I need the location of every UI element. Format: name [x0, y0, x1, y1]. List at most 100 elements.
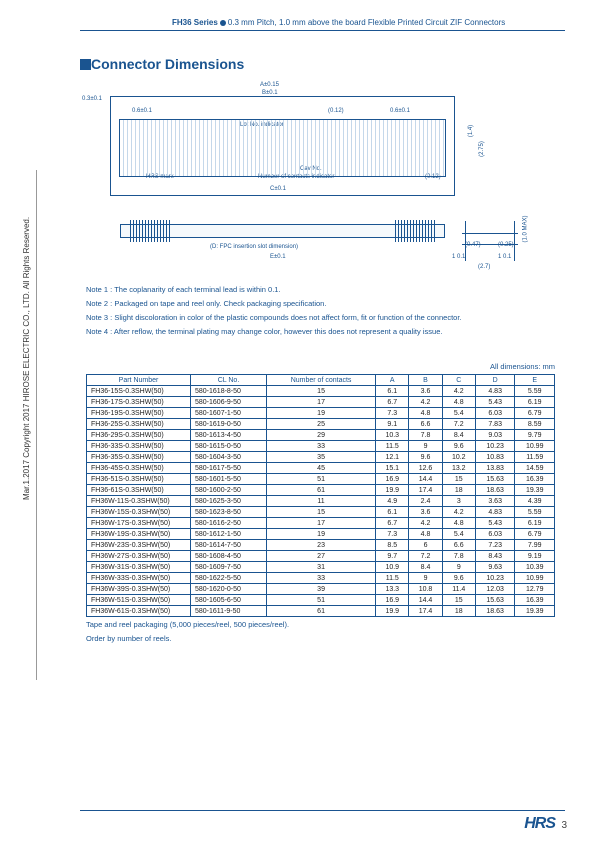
table-cell: 33: [267, 573, 376, 584]
table-header-row: Part NumberCL No.Number of contactsABCDE: [87, 375, 555, 386]
table-cell: 9.6: [409, 452, 442, 463]
table-cell: FH36-35S-0.3SHW(50): [87, 452, 191, 463]
table-cell: 11.4: [442, 584, 475, 595]
table-cell: 3.6: [409, 507, 442, 518]
table-cell: 51: [267, 595, 376, 606]
col-header: D: [475, 375, 515, 386]
table-cell: 9: [442, 562, 475, 573]
dim-03: 0.3±0.1: [82, 96, 102, 102]
table-cell: FH36W-33S-0.3SHW(50): [87, 573, 191, 584]
col-header: Number of contacts: [267, 375, 376, 386]
table-cell: 25: [267, 419, 376, 430]
table-cell: 6.7: [376, 518, 409, 529]
table-cell: 9.1: [376, 419, 409, 430]
table-cell: 33: [267, 441, 376, 452]
table-cell: 39: [267, 584, 376, 595]
table-cell: 9: [409, 573, 442, 584]
table-cell: 17.4: [409, 485, 442, 496]
table-cell: 9.63: [475, 562, 515, 573]
table-cell: FH36W-17S-0.3SHW(50): [87, 518, 191, 529]
dim-025: (0.25): [498, 242, 514, 248]
table-cell: 580-1601-5-50: [191, 474, 267, 485]
table-cell: 580-1614-7-50: [191, 540, 267, 551]
table-cell: 6.19: [515, 397, 555, 408]
table-cell: FH36W-61S-0.3SHW(50): [87, 606, 191, 617]
table-cell: 7.3: [376, 408, 409, 419]
header-text: FH36 Series0.3 mm Pitch, 1.0 mm above th…: [172, 18, 505, 27]
table-cell: 8.4: [442, 430, 475, 441]
table-cell: 9: [409, 441, 442, 452]
table-cell: 4.2: [409, 518, 442, 529]
dim-e: E±0.1: [270, 254, 286, 260]
section-title: Connector Dimensions: [80, 56, 244, 72]
table-cell: 19.39: [515, 606, 555, 617]
table-cell: 6.1: [376, 507, 409, 518]
table-row: FH36W-15S-0.3SHW(50)580-1623-8-50156.13.…: [87, 507, 555, 518]
table-cell: 17: [267, 397, 376, 408]
table-cell: 8.5: [376, 540, 409, 551]
table-cell: 6.6: [409, 419, 442, 430]
table-cell: 6.19: [515, 518, 555, 529]
table-cell: FH36W-31S-0.3SHW(50): [87, 562, 191, 573]
table-cell: 10.23: [475, 573, 515, 584]
table-cell: FH36-15S-0.3SHW(50): [87, 386, 191, 397]
table-cell: 3.6: [409, 386, 442, 397]
table-cell: 16.9: [376, 474, 409, 485]
note-1: Note 1 : The coplanarity of each termina…: [86, 284, 555, 296]
table-cell: 27: [267, 551, 376, 562]
table-cell: 10.39: [515, 562, 555, 573]
table-cell: 3.63: [475, 496, 515, 507]
table-cell: 8.43: [475, 551, 515, 562]
table-row: FH36-25S-0.3SHW(50)580-1619-0-50259.16.6…: [87, 419, 555, 430]
table-cell: 61: [267, 606, 376, 617]
table-row: FH36-61S-0.3SHW(50)580-1600-2-506119.917…: [87, 485, 555, 496]
table-cell: 5.43: [475, 397, 515, 408]
dim-047: (0.47): [465, 242, 481, 248]
copyright-text: Mar.1.2017 Copyright 2017 HIROSE ELECTRI…: [22, 217, 31, 500]
table-cell: 3: [442, 496, 475, 507]
table-cell: 31: [267, 562, 376, 573]
table-cell: 580-1613-4-50: [191, 430, 267, 441]
section-title-text: Connector Dimensions: [91, 56, 244, 72]
table-cell: 7.8: [442, 551, 475, 562]
dimensions-table-wrap: Part NumberCL No.Number of contactsABCDE…: [86, 374, 555, 644]
table-cell: 9.79: [515, 430, 555, 441]
table-cell: FH36W-15S-0.3SHW(50): [87, 507, 191, 518]
table-cell: FH36-51S-0.3SHW(50): [87, 474, 191, 485]
dim-a: A±0.15: [260, 82, 279, 88]
table-cell: 4.2: [442, 386, 475, 397]
table-cell: 7.23: [475, 540, 515, 551]
series-desc: 0.3 mm Pitch, 1.0 mm above the board Fle…: [228, 18, 505, 27]
table-cell: 10.23: [475, 441, 515, 452]
table-cell: 17.4: [409, 606, 442, 617]
table-cell: 23: [267, 540, 376, 551]
table-cell: 4.83: [475, 507, 515, 518]
table-row: FH36W-19S-0.3SHW(50)580-1612-1-50197.34.…: [87, 529, 555, 540]
table-cell: 4.2: [442, 507, 475, 518]
table-cell: 19.9: [376, 485, 409, 496]
logo: HRS: [524, 815, 555, 833]
table-cell: 17: [267, 518, 376, 529]
table-cell: 580-1620-0-50: [191, 584, 267, 595]
table-cell: FH36W-27S-0.3SHW(50): [87, 551, 191, 562]
dim-max10: (1.0 MAX): [523, 215, 529, 242]
table-cell: FH36W-23S-0.3SHW(50): [87, 540, 191, 551]
table-cell: FH36-17S-0.3SHW(50): [87, 397, 191, 408]
table-row: FH36W-23S-0.3SHW(50)580-1614-7-50238.566…: [87, 540, 555, 551]
table-row: FH36W-11S-0.3SHW(50)580-1625-3-50114.92.…: [87, 496, 555, 507]
table-cell: 14.4: [409, 595, 442, 606]
table-row: FH36W-31S-0.3SHW(50)580-1609-7-503110.98…: [87, 562, 555, 573]
table-body: FH36-15S-0.3SHW(50)580-1618-8-50156.13.6…: [87, 386, 555, 617]
table-cell: 16.9: [376, 595, 409, 606]
table-cell: 19.39: [515, 485, 555, 496]
col-header: E: [515, 375, 555, 386]
units-label: All dimensions: mm: [490, 362, 555, 371]
table-cell: FH36-45S-0.3SHW(50): [87, 463, 191, 474]
gd-1: 1 0.1: [452, 254, 465, 260]
table-row: FH36W-27S-0.3SHW(50)580-1608-4-50279.77.…: [87, 551, 555, 562]
table-cell: 18.63: [475, 606, 515, 617]
table-cell: 8.4: [409, 562, 442, 573]
table-cell: 5.4: [442, 408, 475, 419]
dim-275: (2.75): [479, 141, 485, 157]
table-cell: 5.59: [515, 386, 555, 397]
